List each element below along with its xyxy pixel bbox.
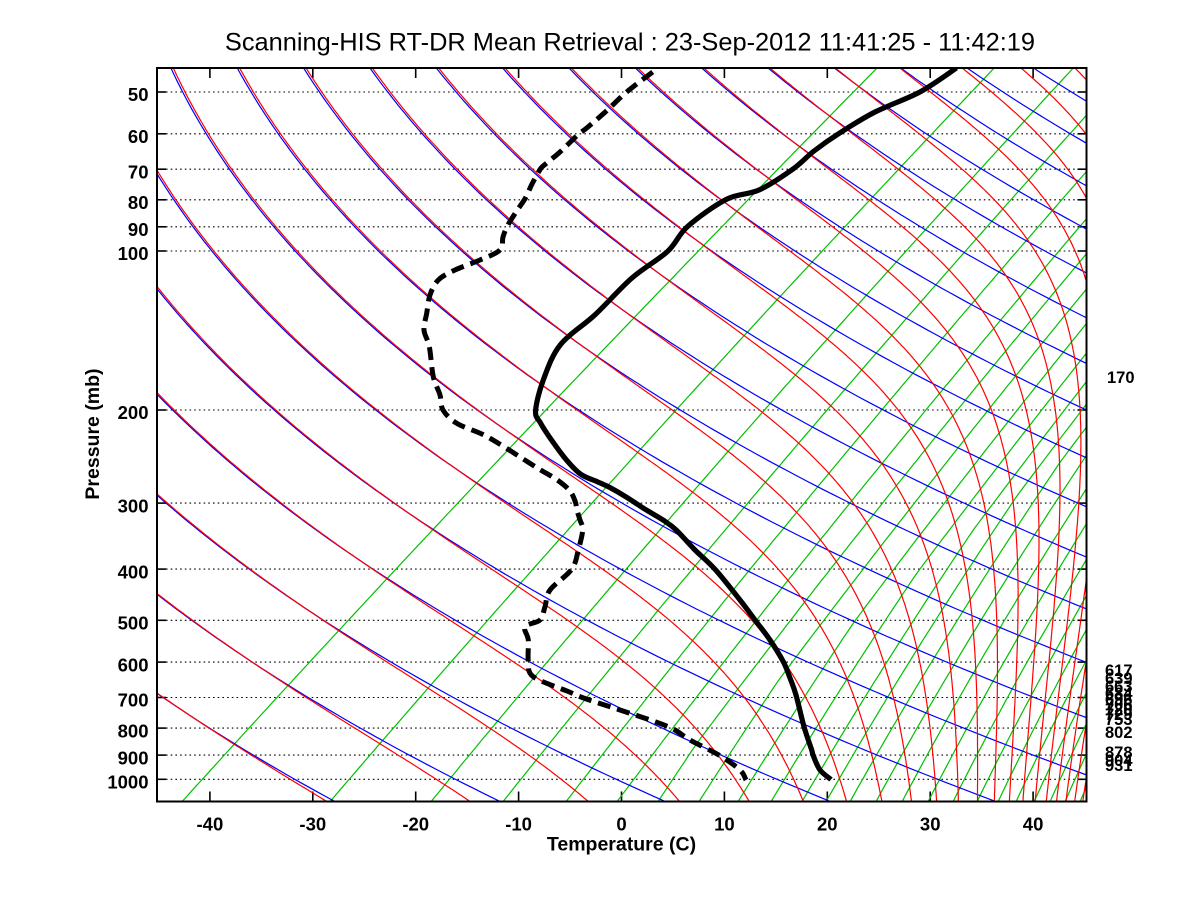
svg-text:878: 878: [1105, 744, 1133, 762]
svg-text:100: 100: [118, 243, 149, 264]
svg-text:1000: 1000: [107, 772, 148, 793]
svg-text:20: 20: [817, 814, 838, 835]
svg-text:80: 80: [128, 192, 149, 213]
svg-text:0: 0: [616, 814, 626, 835]
svg-text:10: 10: [714, 814, 735, 835]
svg-text:684: 684: [1105, 685, 1133, 703]
svg-text:Scanning-HIS RT-DR Mean Retrie: Scanning-HIS RT-DR Mean Retrieval : 23-S…: [225, 29, 1035, 57]
svg-text:696: 696: [1105, 691, 1133, 709]
svg-text:904: 904: [1105, 752, 1133, 770]
svg-text:600: 600: [118, 654, 149, 675]
svg-text:931: 931: [1105, 757, 1133, 775]
svg-text:900: 900: [118, 747, 149, 768]
svg-text:720: 720: [1105, 701, 1133, 719]
svg-text:617: 617: [1105, 662, 1133, 680]
svg-text:663: 663: [1105, 678, 1133, 696]
svg-text:300: 300: [118, 495, 149, 516]
svg-text:90: 90: [128, 219, 149, 240]
svg-text:753: 753: [1105, 711, 1133, 729]
svg-text:-10: -10: [505, 814, 532, 835]
svg-text:729: 729: [1105, 706, 1133, 724]
svg-text:500: 500: [118, 612, 149, 633]
svg-text:50: 50: [128, 84, 149, 105]
svg-text:30: 30: [920, 814, 941, 835]
svg-text:706: 706: [1105, 696, 1133, 714]
svg-text:-30: -30: [299, 814, 326, 835]
svg-text:Temperature (C): Temperature (C): [547, 834, 696, 856]
svg-text:802: 802: [1105, 724, 1133, 742]
svg-text:200: 200: [118, 402, 149, 423]
svg-text:70: 70: [128, 161, 149, 182]
svg-text:800: 800: [118, 720, 149, 741]
svg-text:170: 170: [1107, 369, 1135, 387]
svg-text:700: 700: [118, 690, 149, 711]
svg-text:-20: -20: [402, 814, 429, 835]
svg-text:400: 400: [118, 561, 149, 582]
svg-text:60: 60: [128, 126, 149, 147]
svg-text:40: 40: [1023, 814, 1044, 835]
svg-text:639: 639: [1105, 670, 1133, 688]
svg-text:Pressure (mb): Pressure (mb): [82, 368, 104, 499]
svg-text:-40: -40: [197, 814, 224, 835]
